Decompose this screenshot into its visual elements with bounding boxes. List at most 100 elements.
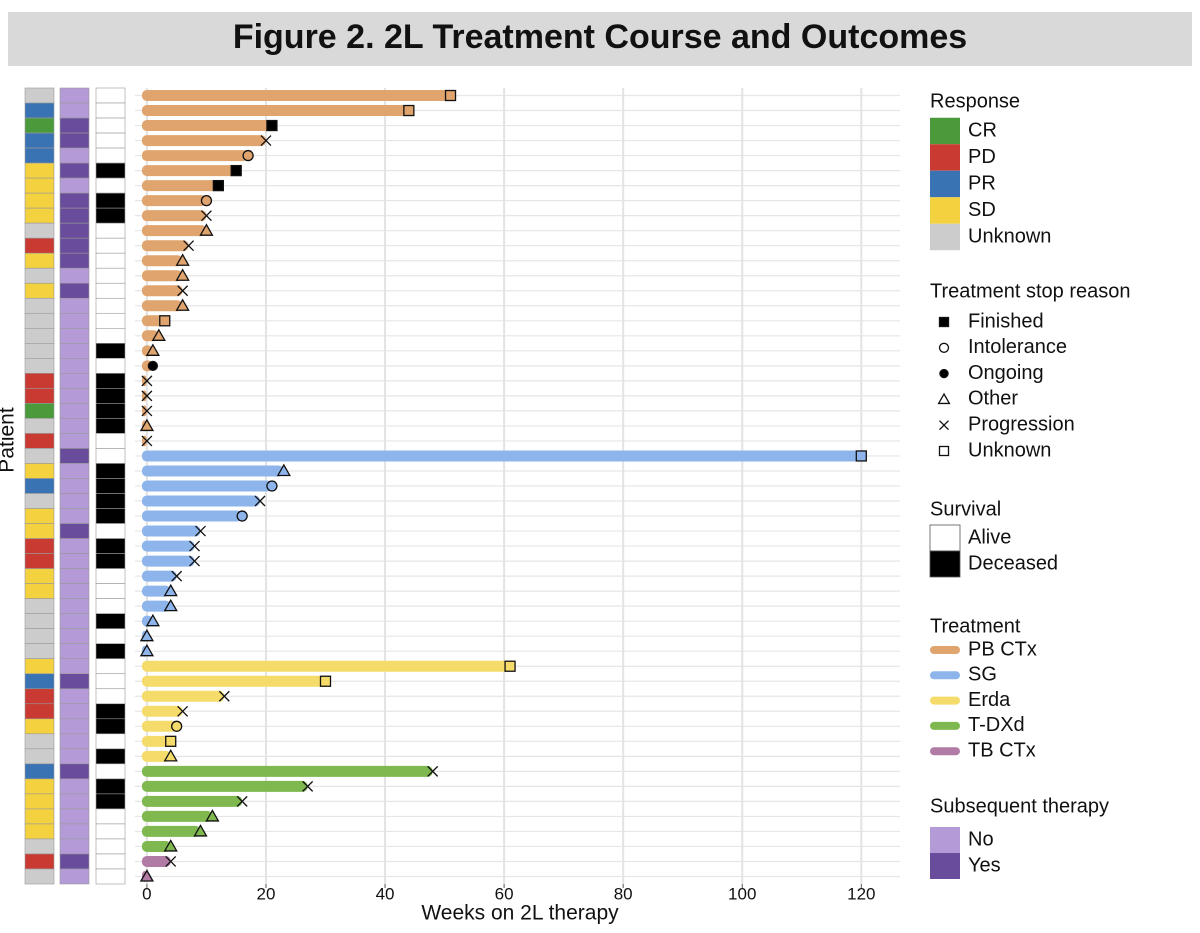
response-cell: [24, 583, 55, 599]
stop-marker: [254, 495, 266, 507]
x-axis-label: Weeks on 2L therapy: [421, 902, 619, 925]
survival-cell: [95, 117, 126, 134]
response-cell: [24, 748, 55, 765]
subsequent-therapy-cell: [59, 147, 90, 164]
subsequent-therapy-cell: [59, 643, 90, 660]
legend-title: Subsequent therapy: [930, 795, 1109, 817]
stop-marker: [165, 735, 177, 747]
treatment-bar: [141, 555, 195, 567]
legend-label: CR: [968, 119, 997, 141]
legend-swatch: [929, 524, 961, 552]
legend-swatch: [930, 197, 960, 224]
stop-marker: [141, 375, 153, 387]
survival-cell: [95, 463, 126, 479]
subsequent-therapy-cell: [59, 538, 90, 554]
subsequent-therapy-cell: [59, 598, 90, 614]
legend-symbol: [938, 342, 950, 353]
x-tick-label: 100: [728, 884, 756, 903]
response-cell: [24, 343, 55, 359]
response-cell: [24, 643, 55, 660]
survival-cell: [95, 793, 126, 810]
survival-cell: [95, 778, 126, 795]
x-tick-label: 0: [142, 884, 151, 903]
survival-cell: [95, 373, 126, 389]
stop-marker: [266, 119, 278, 132]
subsequent-therapy-cell: [59, 463, 90, 479]
treatment-bar: [141, 120, 272, 132]
subsequent-therapy-cell: [59, 192, 90, 209]
legend-title: Treatment stop reason: [930, 280, 1130, 302]
stop-marker: [260, 135, 272, 147]
survival-cell: [95, 448, 126, 464]
treatment-bar: [141, 540, 195, 552]
stop-marker: [177, 705, 189, 717]
stop-marker: [145, 343, 160, 356]
subsequent-therapy-cell: [59, 823, 90, 840]
survival-cell: [95, 583, 126, 599]
survival-cell: [95, 838, 126, 855]
response-cell: [24, 282, 55, 299]
treatment-bar: [141, 795, 243, 807]
response-cell: [24, 147, 55, 164]
survival-cell: [95, 523, 126, 539]
x-tick-label: 60: [495, 884, 514, 903]
stop-marker: [139, 869, 155, 882]
subsequent-therapy-cell: [59, 493, 90, 509]
survival-cell: [95, 418, 126, 434]
legend-label: Other: [968, 388, 1018, 410]
treatment-bar: [141, 525, 201, 537]
response-cell: [24, 192, 55, 209]
legend-swatch: [930, 117, 960, 145]
response-cell: [24, 763, 55, 780]
treatment-bar: [141, 825, 201, 837]
response-cell: [24, 778, 55, 795]
treatment-bar: [141, 855, 171, 867]
survival-cell: [95, 222, 126, 239]
treatment-bar: [141, 735, 171, 747]
legend-swatch: [930, 827, 960, 853]
subsequent-therapy-cell: [59, 102, 90, 119]
response-cell: [24, 207, 55, 224]
legend-swatch: [930, 144, 960, 171]
survival-cell: [95, 252, 126, 269]
treatment-bar: [141, 705, 183, 717]
stop-marker: [163, 583, 178, 597]
subsequent-therapy-cell: [59, 748, 90, 765]
legend-swatch: [929, 550, 961, 578]
survival-cell: [95, 853, 126, 870]
subsequent-therapy-cell: [59, 373, 90, 389]
response-cell: [24, 703, 55, 720]
subsequent-therapy-cell: [59, 778, 90, 795]
survival-cell: [95, 478, 126, 494]
response-cell: [24, 598, 55, 614]
response-cell: [24, 267, 55, 284]
response-cell: [24, 388, 55, 404]
stop-marker: [193, 824, 208, 837]
stop-marker: [242, 149, 254, 162]
survival-cell: [95, 388, 126, 404]
stop-marker: [175, 268, 190, 281]
legend-symbol: [938, 445, 950, 457]
stop-marker: [218, 690, 230, 702]
response-cell: [24, 733, 55, 750]
survival-cell: [95, 508, 126, 524]
response-cell: [24, 117, 55, 134]
subsequent-therapy-cell: [59, 808, 90, 825]
response-cell: [24, 613, 55, 629]
response-cell: [24, 433, 55, 449]
legend-symbol: [939, 368, 949, 379]
subsequent-therapy-cell: [59, 793, 90, 810]
subsequent-therapy-cell: [59, 838, 90, 855]
legend-label: SD: [968, 199, 996, 221]
treatment-bar: [141, 750, 171, 762]
response-cell: [24, 673, 55, 690]
treatment-bar: [141, 315, 165, 327]
treatment-bar: [141, 450, 862, 462]
legend-label: TB CTx: [968, 739, 1036, 761]
subsequent-therapy-cell: [59, 328, 90, 344]
response-cell: [24, 508, 55, 524]
subsequent-therapy-cell: [59, 282, 90, 299]
subsequent-therapy-cell: [59, 703, 90, 720]
survival-cell: [95, 823, 126, 840]
response-cell: [24, 688, 55, 705]
